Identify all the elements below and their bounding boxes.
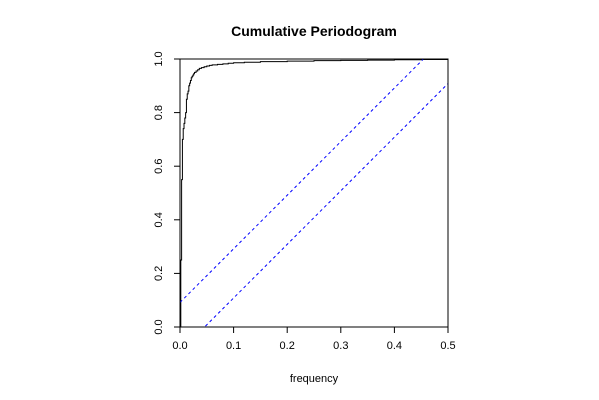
y-tick-label: 0.4 (153, 212, 165, 227)
chart-title: Cumulative Periodogram (231, 23, 397, 39)
cumulative-periodogram-line (180, 59, 448, 327)
x-axis-label: frequency (290, 373, 339, 385)
y-tick-label: 0.0 (153, 319, 165, 334)
x-tick-label: 0.4 (387, 340, 402, 352)
y-tick-label: 0.8 (153, 105, 165, 120)
confidence-band-line-2 (203, 83, 448, 327)
y-tick-label: 0.6 (153, 159, 165, 174)
x-tick-label: 0.2 (280, 340, 295, 352)
x-tick-label: 0.3 (333, 340, 348, 352)
x-tick-label: 0.5 (440, 340, 455, 352)
series-group (180, 59, 448, 327)
confidence-band-line-1 (180, 59, 425, 303)
x-tick-label: 0.1 (226, 340, 241, 352)
plot-frame (179, 58, 449, 328)
x-tick-label: 0.0 (172, 340, 187, 352)
y-tick-label: 0.2 (153, 266, 165, 281)
y-tick-label: 1.0 (153, 51, 165, 66)
